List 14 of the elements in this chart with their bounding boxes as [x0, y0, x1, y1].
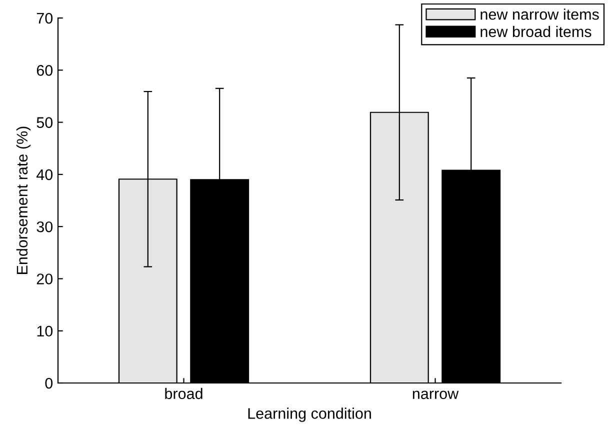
x-tick-label: narrow: [412, 390, 459, 400]
y-tick-label: 60: [36, 65, 53, 76]
y-axis-title: Endorsement rate (%): [16, 126, 31, 274]
x-tick-label: broad: [165, 388, 202, 400]
y-tick-label: 10: [37, 326, 53, 337]
y-tick-label: 0: [45, 378, 53, 389]
y-tick-label: 40: [36, 169, 53, 180]
x-axis-title: Learning condition: [248, 408, 371, 422]
y-tick-label: 50: [36, 117, 53, 128]
y-tick-label: 70: [36, 12, 53, 24]
y-tick-label: 20: [36, 274, 53, 284]
legend-label: new broad items: [480, 26, 592, 38]
y-tick-label: 30: [36, 221, 53, 232]
legend-label: new narrow items: [480, 8, 599, 20]
